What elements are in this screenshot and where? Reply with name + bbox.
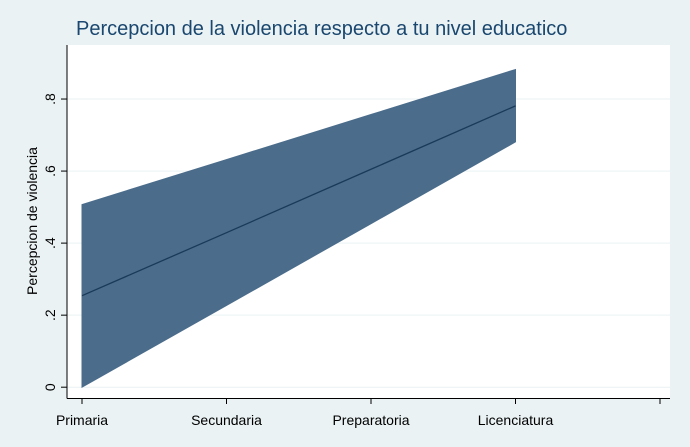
fitted-line <box>81 105 516 297</box>
confidence-band <box>81 68 516 389</box>
x-tick-label-3: Licenciatura <box>478 412 554 428</box>
y-tick-label-3: .6 <box>42 165 58 177</box>
y-tick-label-2: .4 <box>42 237 58 249</box>
y-tick-label-0: 0 <box>42 383 58 391</box>
axes-layer <box>61 45 670 404</box>
y-tick-label-1: .2 <box>42 309 58 321</box>
y-tick-labels: 0 .2 .4 .6 .8 <box>42 93 58 391</box>
chart-title: Percepcion de la violencia respecto a tu… <box>76 18 567 40</box>
x-tick-labels: Primaria Secundaria Preparatoria Licenciatu… <box>56 412 554 428</box>
y-axis-label: Percepcion de violencia <box>24 147 40 295</box>
x-tick-label-0: Primaria <box>56 412 108 428</box>
y-tick-label-4: .8 <box>42 93 58 105</box>
x-tick-label-2: Preparatoria <box>332 412 409 428</box>
x-tick-label-1: Secundaria <box>191 412 262 428</box>
